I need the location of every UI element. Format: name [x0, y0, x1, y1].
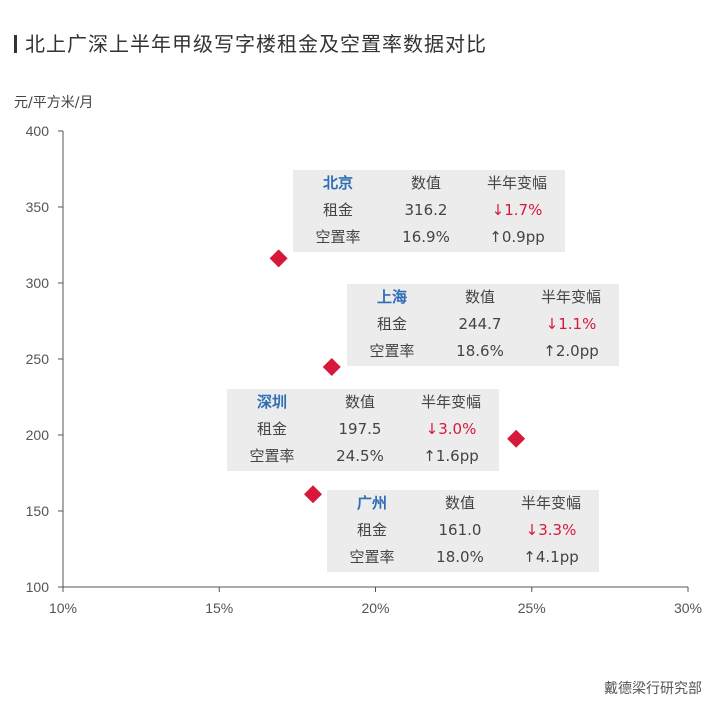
- chart-title: 北上广深上半年甲级写字楼租金及空置率数据对比: [14, 28, 487, 57]
- rent-label: 租金: [376, 315, 407, 333]
- vacancy-value: 18.0%: [436, 548, 484, 566]
- city-name: 深圳: [256, 393, 287, 411]
- vacancy-label: 空置率: [249, 447, 295, 465]
- data-point: [269, 249, 288, 268]
- vacancy-row: 空置率 18.0% ↑4.1pp: [327, 544, 599, 570]
- vacancy-change: ↑1.6pp: [423, 447, 479, 465]
- rent-change: ↓3.3%: [525, 521, 577, 539]
- data-point: [304, 485, 322, 504]
- x-tick-label: 25%: [518, 600, 546, 616]
- vacancy-label: 空置率: [349, 548, 395, 566]
- y-tick-label: 100: [26, 579, 50, 595]
- y-tick-label: 250: [26, 351, 50, 367]
- title-bar: [14, 35, 17, 53]
- table-header-row: 上海 数值 半年变幅: [347, 284, 619, 310]
- x-tick-label: 15%: [205, 600, 233, 616]
- vacancy-change: ↑2.0pp: [543, 342, 599, 360]
- chart-title-text: 北上广深上半年甲级写字楼租金及空置率数据对比: [25, 32, 487, 56]
- y-tick-label: 350: [26, 199, 50, 215]
- table-header-row: 北京 数值 半年变幅: [293, 170, 565, 196]
- rent-value: 197.5: [338, 420, 382, 438]
- source-note: 戴德梁行研究部: [604, 681, 702, 697]
- rent-change: ↓3.0%: [425, 420, 477, 438]
- rent-value: 161.0: [438, 521, 482, 539]
- y-tick-label: 150: [26, 503, 50, 519]
- change-header: 半年变幅: [520, 494, 581, 512]
- vacancy-value: 24.5%: [336, 447, 384, 465]
- vacancy-row: 空置率 16.9% ↑0.9pp: [293, 224, 565, 250]
- city-name: 广州: [356, 494, 387, 512]
- x-tick-label: 10%: [49, 600, 77, 616]
- y-tick-label: 300: [26, 275, 50, 291]
- vacancy-change: ↑4.1pp: [523, 548, 579, 566]
- vacancy-row: 空置率 24.5% ↑1.6pp: [227, 443, 499, 469]
- y-tick-label: 200: [26, 427, 50, 443]
- value-header: 数值: [410, 174, 441, 192]
- rent-row: 租金 316.2 ↓1.7%: [293, 197, 565, 223]
- change-header: 半年变幅: [540, 288, 601, 306]
- table-beijing: 北京 数值 半年变幅 租金 316.2 ↓1.7% 空置率 16.9% ↑0.9…: [293, 170, 565, 252]
- x-tick-label: 20%: [361, 600, 389, 616]
- rent-row: 租金 161.0 ↓3.3%: [327, 517, 599, 543]
- y-axis-unit: 元/平方米/月: [14, 95, 94, 111]
- rent-change: ↓1.7%: [491, 201, 543, 219]
- rent-label: 租金: [256, 420, 287, 438]
- change-header: 半年变幅: [486, 174, 547, 192]
- city-name: 上海: [376, 288, 407, 306]
- value-header: 数值: [344, 393, 375, 411]
- value-header: 数值: [464, 288, 495, 306]
- city-name: 北京: [322, 174, 353, 192]
- rent-value: 244.7: [458, 315, 502, 333]
- value-header: 数值: [444, 494, 475, 512]
- rent-row: 租金 197.5 ↓3.0%: [227, 416, 499, 442]
- rent-change: ↓1.1%: [545, 315, 597, 333]
- change-header: 半年变幅: [420, 393, 481, 411]
- vacancy-value: 16.9%: [402, 228, 450, 246]
- table-shanghai: 上海 数值 半年变幅 租金 244.7 ↓1.1% 空置率 18.6% ↑2.0…: [347, 284, 619, 366]
- vacancy-row: 空置率 18.6% ↑2.0pp: [347, 338, 619, 364]
- rent-row: 租金 244.7 ↓1.1%: [347, 311, 619, 337]
- rent-label: 租金: [322, 201, 353, 219]
- table-header-row: 广州 数值 半年变幅: [327, 490, 599, 516]
- x-tick-label: 30%: [674, 600, 702, 616]
- rent-label: 租金: [356, 521, 387, 539]
- y-tick-label: 400: [26, 123, 50, 139]
- vacancy-value: 18.6%: [456, 342, 504, 360]
- table-header-row: 深圳 数值 半年变幅: [227, 389, 499, 415]
- table-shenzhen: 深圳 数值 半年变幅 租金 197.5 ↓3.0% 空置率 24.5% ↑1.6…: [227, 389, 499, 471]
- rent-value: 316.2: [404, 201, 448, 219]
- data-point: [322, 358, 341, 377]
- vacancy-change: ↑0.9pp: [489, 228, 545, 246]
- vacancy-label: 空置率: [369, 342, 415, 360]
- vacancy-label: 空置率: [315, 228, 361, 246]
- table-guangzhou: 广州 数值 半年变幅 租金 161.0 ↓3.3% 空置率 18.0% ↑4.1…: [327, 490, 599, 572]
- data-point: [507, 429, 526, 448]
